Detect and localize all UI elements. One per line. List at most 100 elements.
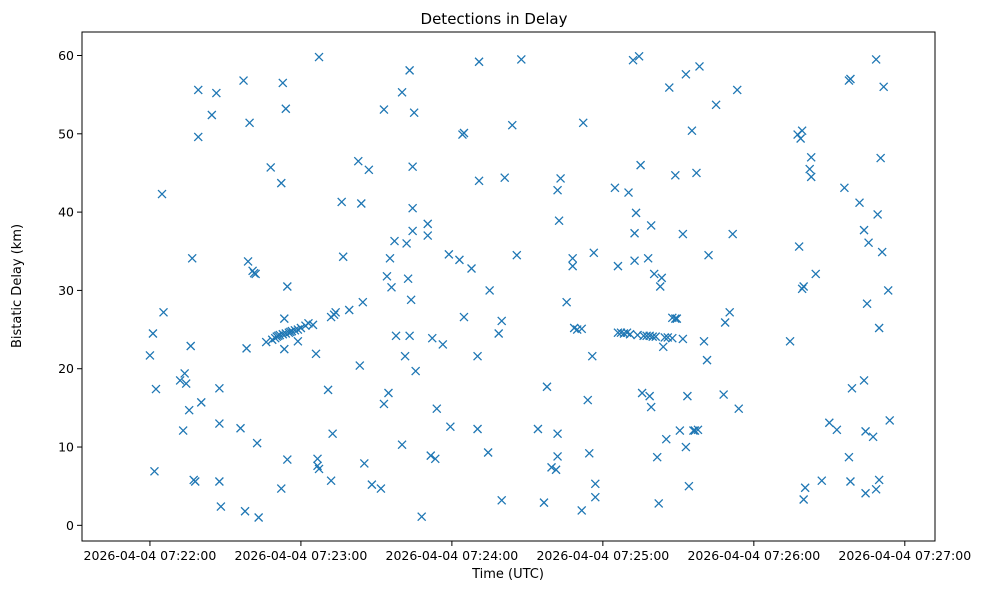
data-point-marker (438, 339, 448, 349)
data-point-marker (811, 269, 821, 279)
data-point-marker (214, 419, 224, 428)
data-point-marker (681, 69, 691, 79)
data-point-marker (625, 329, 635, 339)
data-point-marker (678, 334, 688, 344)
data-point-marker (682, 391, 692, 401)
data-point-marker (193, 85, 203, 95)
data-point-marker (408, 226, 418, 236)
data-point-marker (500, 173, 510, 183)
x-tick-label: 2026-04-04 07:22:00 (84, 548, 217, 563)
data-point-marker (279, 344, 289, 354)
data-point-marker (657, 273, 667, 283)
data-point-marker (216, 502, 226, 512)
data-point-marker (207, 110, 217, 120)
data-point-marker (385, 253, 395, 263)
data-point-marker (660, 332, 670, 342)
data-point-marker (551, 465, 561, 475)
data-point-marker (473, 424, 483, 434)
data-point-marker (311, 349, 321, 359)
y-tick-label: 50 (58, 126, 74, 141)
data-point-marker (403, 274, 413, 284)
data-point-marker (178, 426, 188, 436)
data-point-marker (672, 314, 682, 324)
data-point-marker (408, 203, 418, 213)
data-point-marker (658, 342, 668, 352)
data-point-marker (296, 323, 306, 333)
axes-ticks: 2026-04-04 07:22:00 2026-04-04 07:23:00 20… (58, 48, 971, 563)
data-point-marker (871, 484, 881, 494)
data-point-marker (187, 253, 197, 263)
data-point-marker (474, 57, 484, 67)
data-point-marker (313, 454, 322, 464)
data-point-marker (473, 351, 483, 361)
data-point-marker (328, 429, 338, 439)
data-point-marker (568, 261, 578, 271)
data-point-marker (797, 126, 807, 136)
data-point-marker (359, 459, 369, 468)
data-point-marker (266, 163, 276, 172)
data-point-marker (355, 361, 365, 371)
data-point-marker (824, 418, 834, 428)
data-point-marker (693, 425, 703, 435)
plot-area-frame (81, 31, 936, 542)
data-point-marker (190, 477, 200, 486)
y-tick-label: 20 (58, 361, 74, 376)
data-point-marker (353, 156, 363, 166)
data-point-marker (423, 231, 433, 241)
data-point-marker (379, 399, 389, 409)
x-tick-label: 2026-04-04 07:27:00 (838, 548, 971, 563)
data-point-marker (276, 484, 286, 493)
data-point-marker (844, 452, 854, 462)
data-point-marker (805, 164, 815, 174)
data-point-marker (670, 170, 680, 180)
data-point-marker (159, 307, 168, 317)
data-point-marker (589, 248, 599, 258)
data-point-marker (145, 350, 155, 360)
data-point-marker (868, 432, 878, 442)
data-point-marker (356, 199, 366, 208)
data-point-marker (423, 219, 433, 229)
data-point-marker (646, 220, 656, 230)
data-point-marker (704, 250, 713, 260)
data-point-marker (211, 88, 221, 98)
data-point-marker (331, 307, 341, 317)
data-point-marker (512, 250, 522, 260)
x-axis-label: Time (UTC) (471, 567, 544, 582)
data-point-marker (376, 484, 386, 493)
data-point-marker (839, 183, 849, 193)
data-point-marker (539, 498, 549, 508)
data-point-marker (578, 118, 588, 128)
data-point-marker (261, 337, 271, 347)
data-point-marker (400, 351, 410, 361)
data-point-marker (862, 299, 872, 309)
data-point-marker (719, 390, 729, 400)
data-point-marker (281, 104, 291, 114)
data-point-marker (293, 336, 303, 346)
data-point-marker (879, 82, 889, 92)
data-point-marker (734, 404, 744, 414)
data-point-marker (661, 434, 671, 444)
data-point-marker (861, 426, 871, 436)
data-point-marker (459, 312, 469, 322)
data-point-marker (397, 440, 407, 450)
data-point-marker (337, 197, 347, 207)
data-point-marker (417, 512, 427, 522)
data-point-marker (338, 252, 348, 262)
data-point-marker (684, 481, 694, 491)
data-point-marker (157, 189, 167, 199)
data-point-marker (624, 188, 633, 197)
data-point-marker (426, 451, 436, 461)
data-markers (145, 51, 895, 522)
data-point-marker (699, 336, 709, 346)
data-point-marker (186, 341, 196, 351)
data-point-marker (855, 198, 864, 208)
data-point-marker (175, 376, 185, 385)
x-tick-label: 2026-04-04 07:24:00 (386, 548, 519, 563)
data-point-marker (409, 108, 419, 118)
data-point-marker (702, 355, 712, 365)
data-point-marker (240, 506, 250, 516)
data-point-marker (577, 324, 587, 334)
data-point-marker (636, 160, 646, 170)
y-tick-label: 60 (58, 48, 74, 63)
